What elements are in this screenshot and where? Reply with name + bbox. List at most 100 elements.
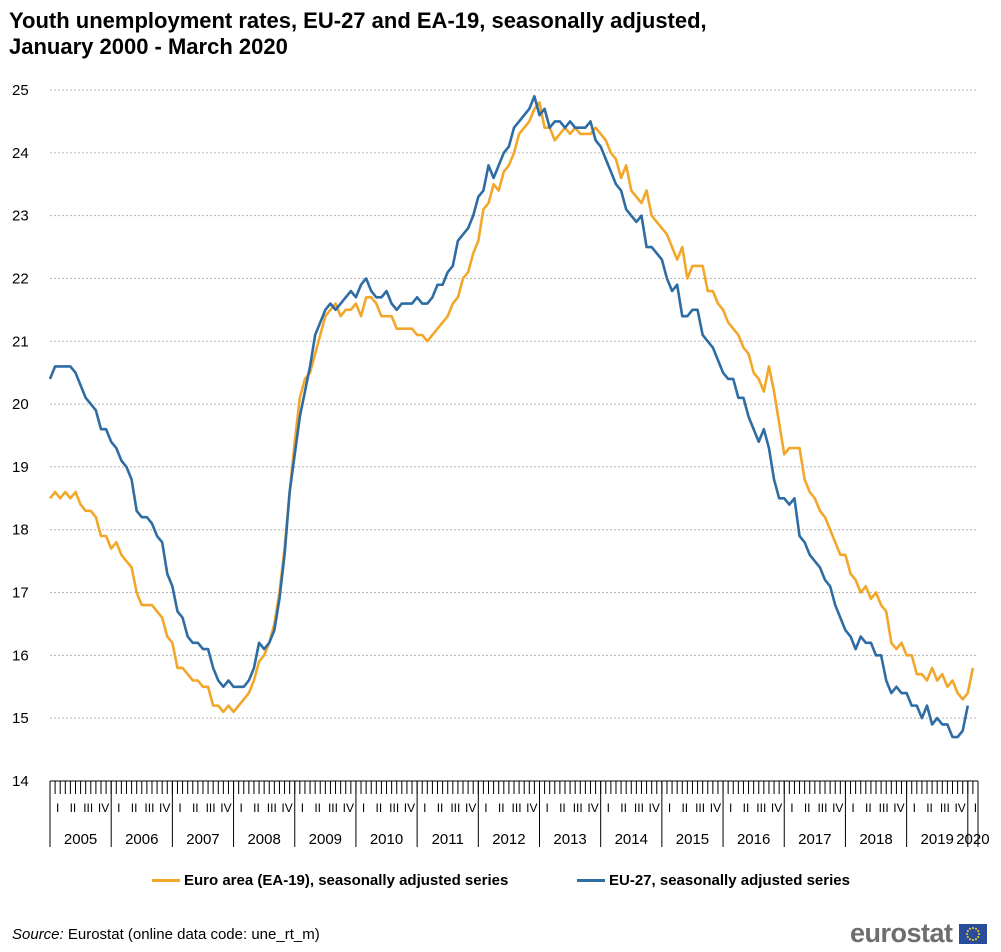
x-quarter-label: III	[512, 801, 522, 815]
x-quarter-label: III	[756, 801, 766, 815]
x-quarter-label: IV	[343, 801, 354, 815]
series-lines	[48, 94, 975, 739]
x-quarter-label: II	[437, 801, 444, 815]
x-quarter-label: IV	[893, 801, 904, 815]
y-tick-label: 19	[12, 459, 29, 476]
x-quarter-label: III	[450, 801, 460, 815]
x-year-label: 2012	[492, 831, 525, 848]
legend-label-eu27: EU-27, seasonally adjusted series	[609, 872, 850, 889]
x-quarter-label: III	[573, 801, 583, 815]
chart-title-line-2: January 2000 - March 2020	[9, 34, 288, 59]
y-tick-label: 21	[12, 333, 29, 350]
y-tick-label: 25	[12, 82, 29, 99]
x-quarter-label: III	[817, 801, 827, 815]
x-quarter-label: III	[879, 801, 889, 815]
x-quarter-label: IV	[281, 801, 292, 815]
chart-title-line-1: Youth unemployment rates, EU-27 and EA-1…	[9, 8, 707, 33]
x-year-label: 2007	[186, 831, 219, 848]
eurostat-logo-text: eurostat	[850, 918, 953, 948]
y-tick-label: 23	[12, 208, 29, 225]
legend-item-ea19: Euro area (EA-19), seasonally adjusted s…	[152, 872, 508, 889]
x-year-label: 2010	[370, 831, 403, 848]
x-quarter-label: I	[484, 801, 487, 815]
y-axis: 14 15 16 17 18 19 20 21 22 23 24 25	[12, 82, 29, 790]
x-year-label: 2015	[676, 831, 709, 848]
x-quarter-label: I	[423, 801, 426, 815]
x-year-label: 2020	[956, 831, 989, 848]
x-quarter-label: II	[620, 801, 627, 815]
y-tick-label: 14	[12, 773, 29, 790]
x-quarter-label: I	[790, 801, 793, 815]
x-quarter-label: IV	[526, 801, 537, 815]
x-quarter-label: III	[144, 801, 154, 815]
x-quarter-label: IV	[710, 801, 721, 815]
x-quarter-label: IV	[954, 801, 965, 815]
x-quarter-label: IV	[98, 801, 109, 815]
x-year-label: 2014	[615, 831, 648, 848]
series-line-ea19	[48, 101, 975, 714]
x-axis: I II III IV I II III IV I II III IV I II III IV I II III IV…	[49, 780, 990, 848]
x-quarter-label: II	[192, 801, 199, 815]
x-quarter-label: I	[668, 801, 671, 815]
source-text: Eurostat (online data code: une_rt_m)	[67, 926, 320, 943]
eurostat-logo: eurostat	[850, 918, 987, 949]
x-quarter-label: I	[729, 801, 732, 815]
x-year-label: 2011	[432, 831, 464, 848]
x-quarter-label: I	[240, 801, 243, 815]
x-quarter-label: IV	[771, 801, 782, 815]
x-quarter-label: III	[940, 801, 950, 815]
x-quarter-label: III	[328, 801, 338, 815]
x-year-label: 2013	[553, 831, 586, 848]
x-year-label: 2016	[737, 831, 770, 848]
x-quarter-label: I	[56, 801, 59, 815]
chart-title: Youth unemployment rates, EU-27 and EA-1…	[9, 8, 989, 60]
x-quarter-label: IV	[465, 801, 476, 815]
x-quarter-label: IV	[159, 801, 170, 815]
y-tick-label: 22	[12, 270, 29, 287]
x-quarter-label: IV	[832, 801, 843, 815]
x-quarter-label: III	[389, 801, 399, 815]
x-year-label: 2019	[921, 831, 954, 848]
legend-label-ea19: Euro area (EA-19), seasonally adjusted s…	[184, 872, 509, 889]
x-quarter-label: II	[376, 801, 383, 815]
x-year-label: 2009	[309, 831, 342, 848]
x-quarter-label: IV	[404, 801, 415, 815]
x-quarter-label: III	[83, 801, 93, 815]
y-tick-label: 24	[12, 145, 29, 162]
x-quarter-label: II	[314, 801, 321, 815]
y-tick-label: 18	[12, 522, 29, 539]
legend-swatch-eu27	[577, 879, 605, 882]
x-quarter-label: II	[804, 801, 811, 815]
x-quarter-label: I	[607, 801, 610, 815]
y-tick-label: 17	[12, 585, 29, 602]
source-label: Source:	[12, 926, 64, 943]
x-quarter-label: I	[178, 801, 181, 815]
x-quarter-label: II	[926, 801, 933, 815]
x-year-label: 2006	[125, 831, 158, 848]
x-year-label: 2017	[798, 831, 831, 848]
x-quarter-label: II	[253, 801, 260, 815]
x-quarter-label: I	[851, 801, 854, 815]
x-quarter-label: I	[362, 801, 365, 815]
x-quarter-label: II	[681, 801, 688, 815]
x-quarter-label: I	[117, 801, 120, 815]
y-tick-label: 20	[12, 396, 29, 413]
x-year-label: 2008	[247, 831, 280, 848]
x-quarter-label: I	[301, 801, 304, 815]
y-tick-label: 16	[12, 647, 29, 664]
x-quarter-label: III	[634, 801, 644, 815]
legend-item-eu27: EU-27, seasonally adjusted series	[577, 872, 850, 889]
x-quarter-label: IV	[587, 801, 598, 815]
x-quarter-label: II	[559, 801, 566, 815]
x-quarter-label: II	[865, 801, 872, 815]
x-year-label: 2005	[64, 831, 97, 848]
x-quarter-label: III	[695, 801, 705, 815]
x-quarter-label: III	[267, 801, 277, 815]
x-quarter-label: I	[545, 801, 548, 815]
x-quarter-label: III	[206, 801, 216, 815]
legend-swatch-ea19	[152, 879, 180, 882]
x-quarter-label: II	[498, 801, 505, 815]
x-quarter-label: IV	[220, 801, 231, 815]
source-note: Source: Eurostat (online data code: une_…	[12, 926, 320, 943]
